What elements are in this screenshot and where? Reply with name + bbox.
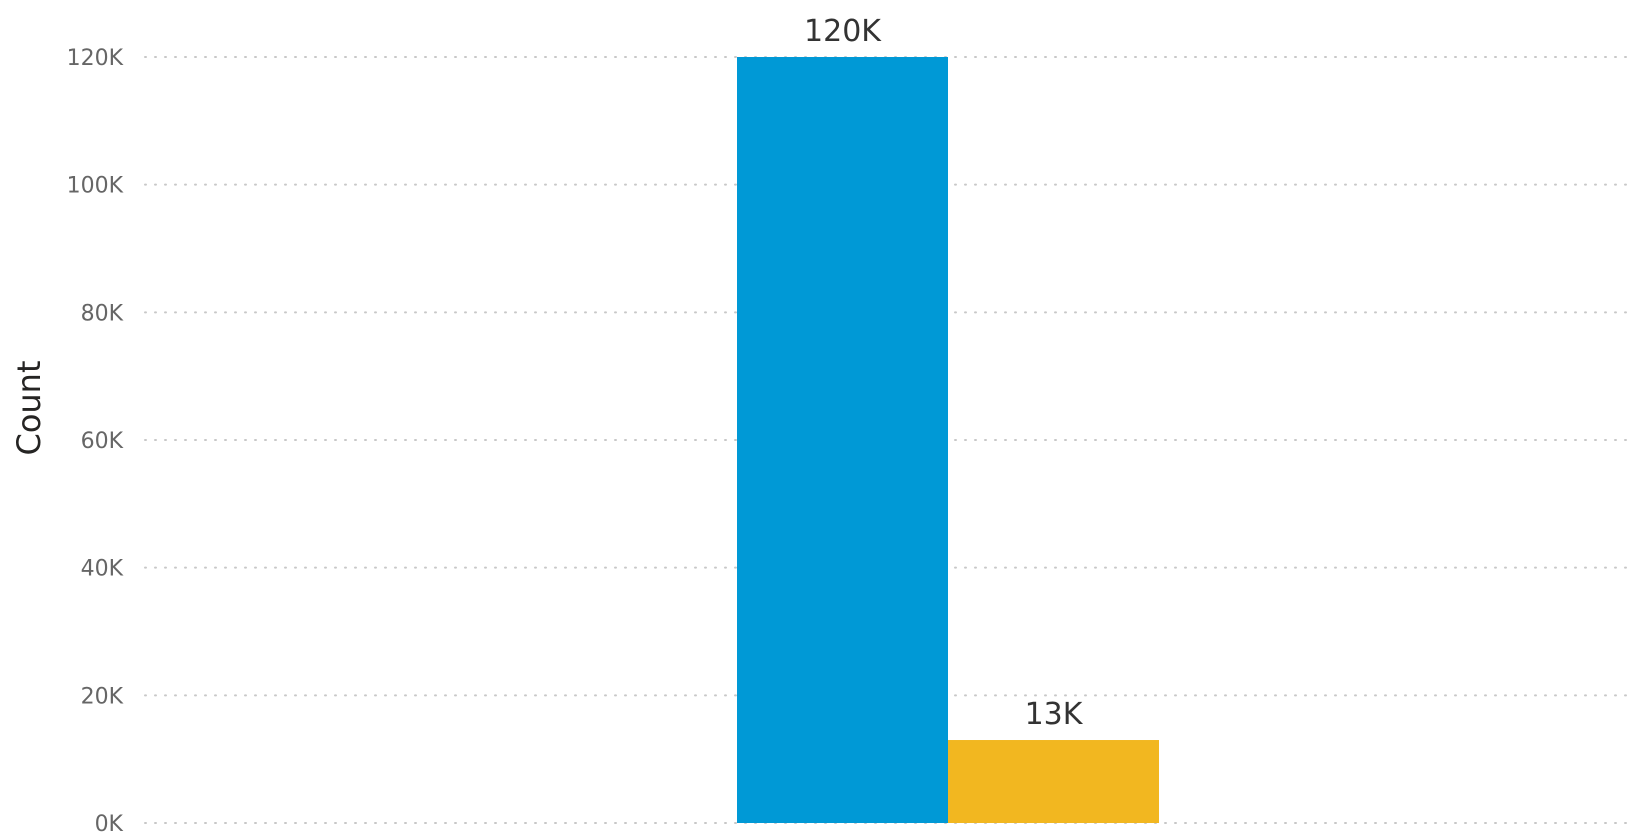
data-labels: 120K 13K [804, 14, 1084, 732]
bars [737, 57, 1159, 823]
y-axis-ticks: 0K 20K 40K 60K 80K 100K 120K [67, 46, 124, 837]
y-tick-label: 0K [95, 812, 124, 837]
y-tick-label: 100K [67, 174, 124, 199]
y-tick-label: 60K [81, 429, 124, 454]
bar-data-label: 120K [804, 14, 882, 49]
y-tick-label: 120K [67, 46, 124, 71]
bar[interactable] [737, 57, 948, 823]
y-tick-label: 80K [81, 301, 124, 326]
bar[interactable] [948, 740, 1159, 823]
y-tick-label: 40K [81, 557, 124, 582]
y-axis-title: Count [10, 360, 48, 455]
y-tick-label: 20K [81, 684, 124, 709]
bar-data-label: 13K [1025, 697, 1084, 732]
